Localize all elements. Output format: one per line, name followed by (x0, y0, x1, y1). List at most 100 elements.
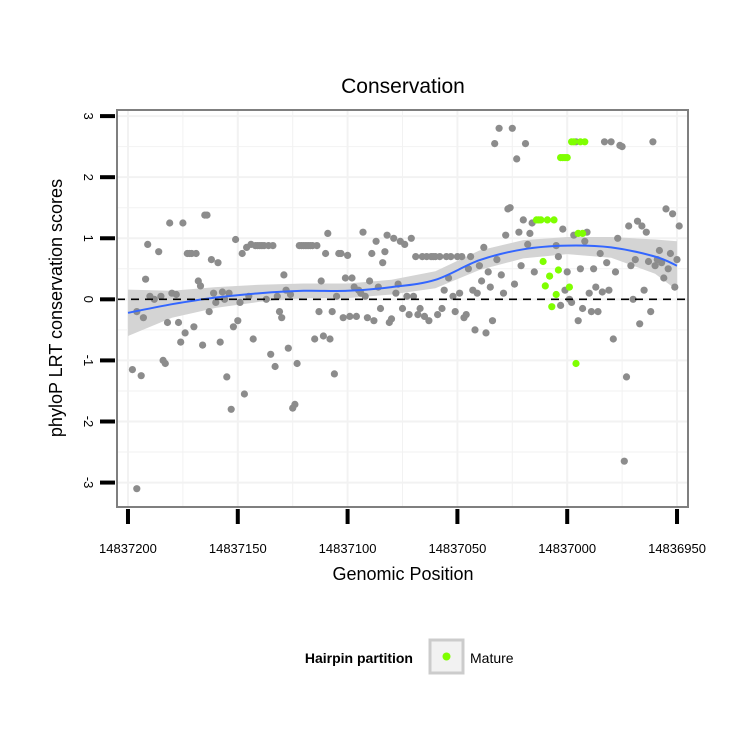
data-point (313, 242, 321, 250)
data-point (291, 400, 299, 408)
data-point (238, 249, 246, 258)
data-point (346, 312, 354, 320)
data-point (557, 301, 565, 309)
data-point (508, 124, 516, 132)
y-tick-label: 2 (81, 174, 96, 181)
smooth-line-layer (127, 244, 678, 314)
data-point (636, 320, 644, 328)
data-point (574, 317, 582, 325)
data-point (607, 138, 615, 146)
data-point (486, 283, 494, 291)
data-point (234, 317, 242, 325)
data-point (405, 311, 413, 319)
data-point (267, 350, 275, 358)
data-point (596, 249, 604, 258)
y-tick-label: 1 (81, 235, 96, 242)
data-point (620, 457, 628, 465)
data-point (330, 370, 338, 378)
data-point (563, 268, 571, 276)
data-point (262, 295, 270, 303)
data-point (128, 366, 136, 374)
data-point (387, 315, 396, 323)
data-point (166, 219, 174, 227)
data-point (611, 268, 620, 276)
x-tick-label: 14837200 (99, 541, 157, 556)
data-point (666, 249, 675, 258)
data-point (392, 289, 400, 297)
y-tick-label: -3 (81, 477, 96, 489)
x-tick-label: 14837000 (538, 541, 596, 556)
mature-points-layer (532, 138, 589, 368)
mature-data-point (550, 216, 558, 224)
mature-data-point (572, 359, 580, 368)
data-point (627, 262, 635, 270)
data-point (275, 308, 284, 316)
data-point (642, 228, 650, 236)
data-point (218, 288, 226, 296)
data-point (210, 289, 218, 297)
data-point (671, 283, 679, 291)
data-point (598, 288, 606, 296)
data-point (322, 249, 330, 258)
data-point (625, 222, 633, 230)
data-point (647, 308, 655, 316)
data-point (368, 249, 376, 258)
data-point (438, 304, 446, 313)
data-point (273, 292, 281, 300)
data-point (390, 234, 398, 242)
data-point (341, 274, 349, 282)
data-point (366, 277, 374, 285)
data-point (480, 243, 488, 251)
data-point (638, 222, 646, 230)
x-tick-label: 14837150 (209, 541, 267, 556)
data-point (179, 219, 187, 227)
data-point (223, 373, 231, 381)
data-point (142, 275, 150, 283)
data-point (456, 289, 464, 297)
data-point (161, 359, 169, 368)
data-point (381, 248, 389, 256)
data-point (278, 314, 286, 322)
data-point (348, 274, 356, 282)
data-point (203, 211, 211, 219)
data-point (383, 231, 391, 239)
data-point (447, 253, 455, 261)
data-point (664, 265, 672, 273)
data-point (370, 317, 378, 325)
data-point (594, 308, 602, 316)
data-point (339, 314, 347, 322)
data-point (590, 265, 598, 273)
y-tick-label: 3 (81, 112, 96, 119)
data-point (192, 249, 200, 258)
mature-data-point (543, 216, 552, 224)
data-point (491, 140, 499, 148)
mature-data-point (554, 266, 563, 274)
data-point (631, 256, 639, 264)
mature-data-point (570, 138, 578, 146)
data-point (344, 251, 352, 259)
data-point (315, 308, 323, 316)
data-point (609, 335, 617, 343)
data-point (467, 253, 475, 261)
data-point (409, 292, 418, 300)
data-point (484, 268, 492, 276)
panel-border (116, 109, 689, 508)
data-point (155, 248, 163, 256)
data-point (240, 390, 248, 398)
data-point (499, 289, 508, 297)
data-point (458, 253, 466, 261)
data-point (174, 318, 183, 327)
data-point (622, 373, 631, 381)
data-point (655, 246, 664, 255)
mature-data-point (537, 216, 545, 224)
data-point (633, 217, 642, 225)
data-point (600, 138, 609, 146)
data-point (462, 311, 470, 319)
y-axis-label: phyloP LRT conservation scores (46, 179, 66, 437)
mature-data-point (552, 290, 560, 299)
mature-data-point (565, 283, 574, 291)
data-point (471, 326, 479, 334)
data-point (227, 405, 235, 413)
data-point (436, 253, 444, 261)
